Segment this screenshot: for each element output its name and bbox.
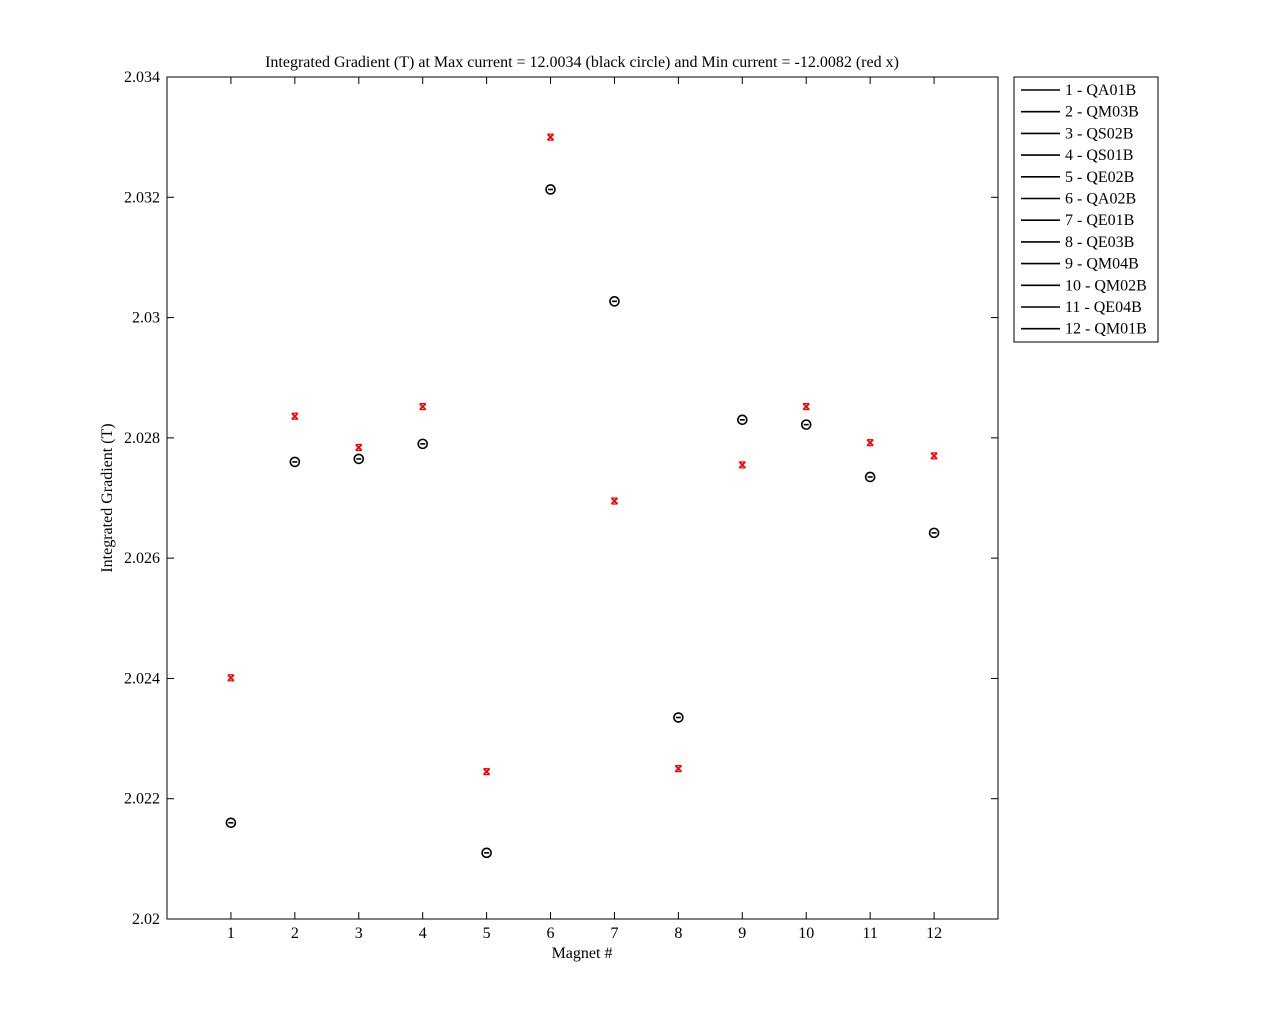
data-point-max-current: [417, 438, 428, 450]
data-point-max-current: [225, 817, 237, 829]
data-point-max-current: [928, 527, 940, 539]
data-point-min-current: [674, 765, 683, 773]
legend-entry: 5 - QE02B: [1065, 169, 1134, 186]
chart-title: Integrated Gradient (T) at Max current =…: [265, 54, 899, 71]
legend-entry: 7 - QE01B: [1065, 212, 1134, 229]
data-point-max-current: [737, 414, 748, 426]
data-point-min-current: [546, 133, 555, 141]
x-tick-label: 11: [862, 925, 877, 942]
x-tick-label: 8: [674, 925, 682, 942]
data-point-min-current: [866, 439, 874, 447]
legend-entry: 9 - QM04B: [1065, 256, 1139, 273]
data-point-min-current: [419, 402, 427, 411]
y-tick-label: 2.03: [132, 310, 160, 327]
data-point-max-current: [289, 456, 301, 468]
data-point-max-current: [609, 296, 620, 307]
data-point-min-current: [355, 443, 363, 452]
data-point-max-current: [481, 847, 492, 859]
x-tick-label: 10: [798, 925, 814, 942]
x-tick-label: 2: [291, 925, 299, 942]
data-point-max-current: [800, 419, 812, 430]
legend-entry: 1 - QA01B: [1065, 82, 1136, 99]
data-point-min-current: [227, 674, 235, 682]
legend-entry: 11 - QE04B: [1065, 299, 1142, 316]
y-tick-label: 2.024: [124, 670, 160, 687]
legend-entry: 8 - QE03B: [1065, 234, 1134, 251]
legend-entry: 12 - QM01B: [1065, 321, 1147, 338]
data-point-max-current: [545, 184, 556, 195]
y-tick-label: 2.034: [124, 69, 160, 86]
legend-entry: 2 - QM03B: [1065, 104, 1139, 121]
legend: 1 - QA01B 2 - QM03B 3 - QS02B 4 - QS01B 5 - …: [1013, 76, 1159, 343]
data-point-min-current: [930, 452, 938, 460]
data-point-min-current: [482, 768, 491, 776]
axis-ticks: 1 2 3 4 5 6 7 8 9 10 11 122.022.0222.0242.0262.0282…: [124, 69, 998, 942]
y-axis-label: Integrated Gradient (T): [99, 423, 116, 572]
x-tick-label: 4: [419, 925, 427, 942]
x-tick-label: 7: [610, 925, 618, 942]
data-marks: [225, 133, 940, 859]
x-tick-label: 12: [926, 925, 942, 942]
data-point-max-current: [864, 471, 876, 483]
data-point-max-current: [673, 712, 684, 723]
x-tick-label: 9: [738, 925, 746, 942]
x-tick-label: 1: [227, 925, 235, 942]
legend-entry: 3 - QS02B: [1065, 125, 1133, 142]
plot-area: [166, 76, 999, 920]
y-tick-label: 2.026: [124, 550, 160, 567]
y-tick-label: 2.032: [124, 189, 160, 206]
x-tick-label: 3: [355, 925, 363, 942]
legend-box: [1013, 76, 1159, 343]
legend-entry: 6 - QA02B: [1065, 191, 1136, 208]
x-axis-label: Magnet #: [552, 945, 613, 962]
data-point-min-current: [291, 412, 299, 420]
y-tick-label: 2.022: [124, 791, 160, 808]
x-tick-label: 6: [547, 925, 555, 942]
data-point-min-current: [738, 461, 746, 469]
y-tick-label: 2.02: [132, 911, 160, 928]
x-tick-label: 5: [483, 925, 491, 942]
data-point-max-current: [353, 453, 365, 465]
y-tick-label: 2.028: [124, 430, 160, 447]
data-point-min-current: [802, 402, 810, 411]
legend-entry: 4 - QS01B: [1065, 147, 1133, 164]
data-point-min-current: [610, 497, 619, 505]
legend-entry: 10 - QM02B: [1065, 277, 1147, 294]
